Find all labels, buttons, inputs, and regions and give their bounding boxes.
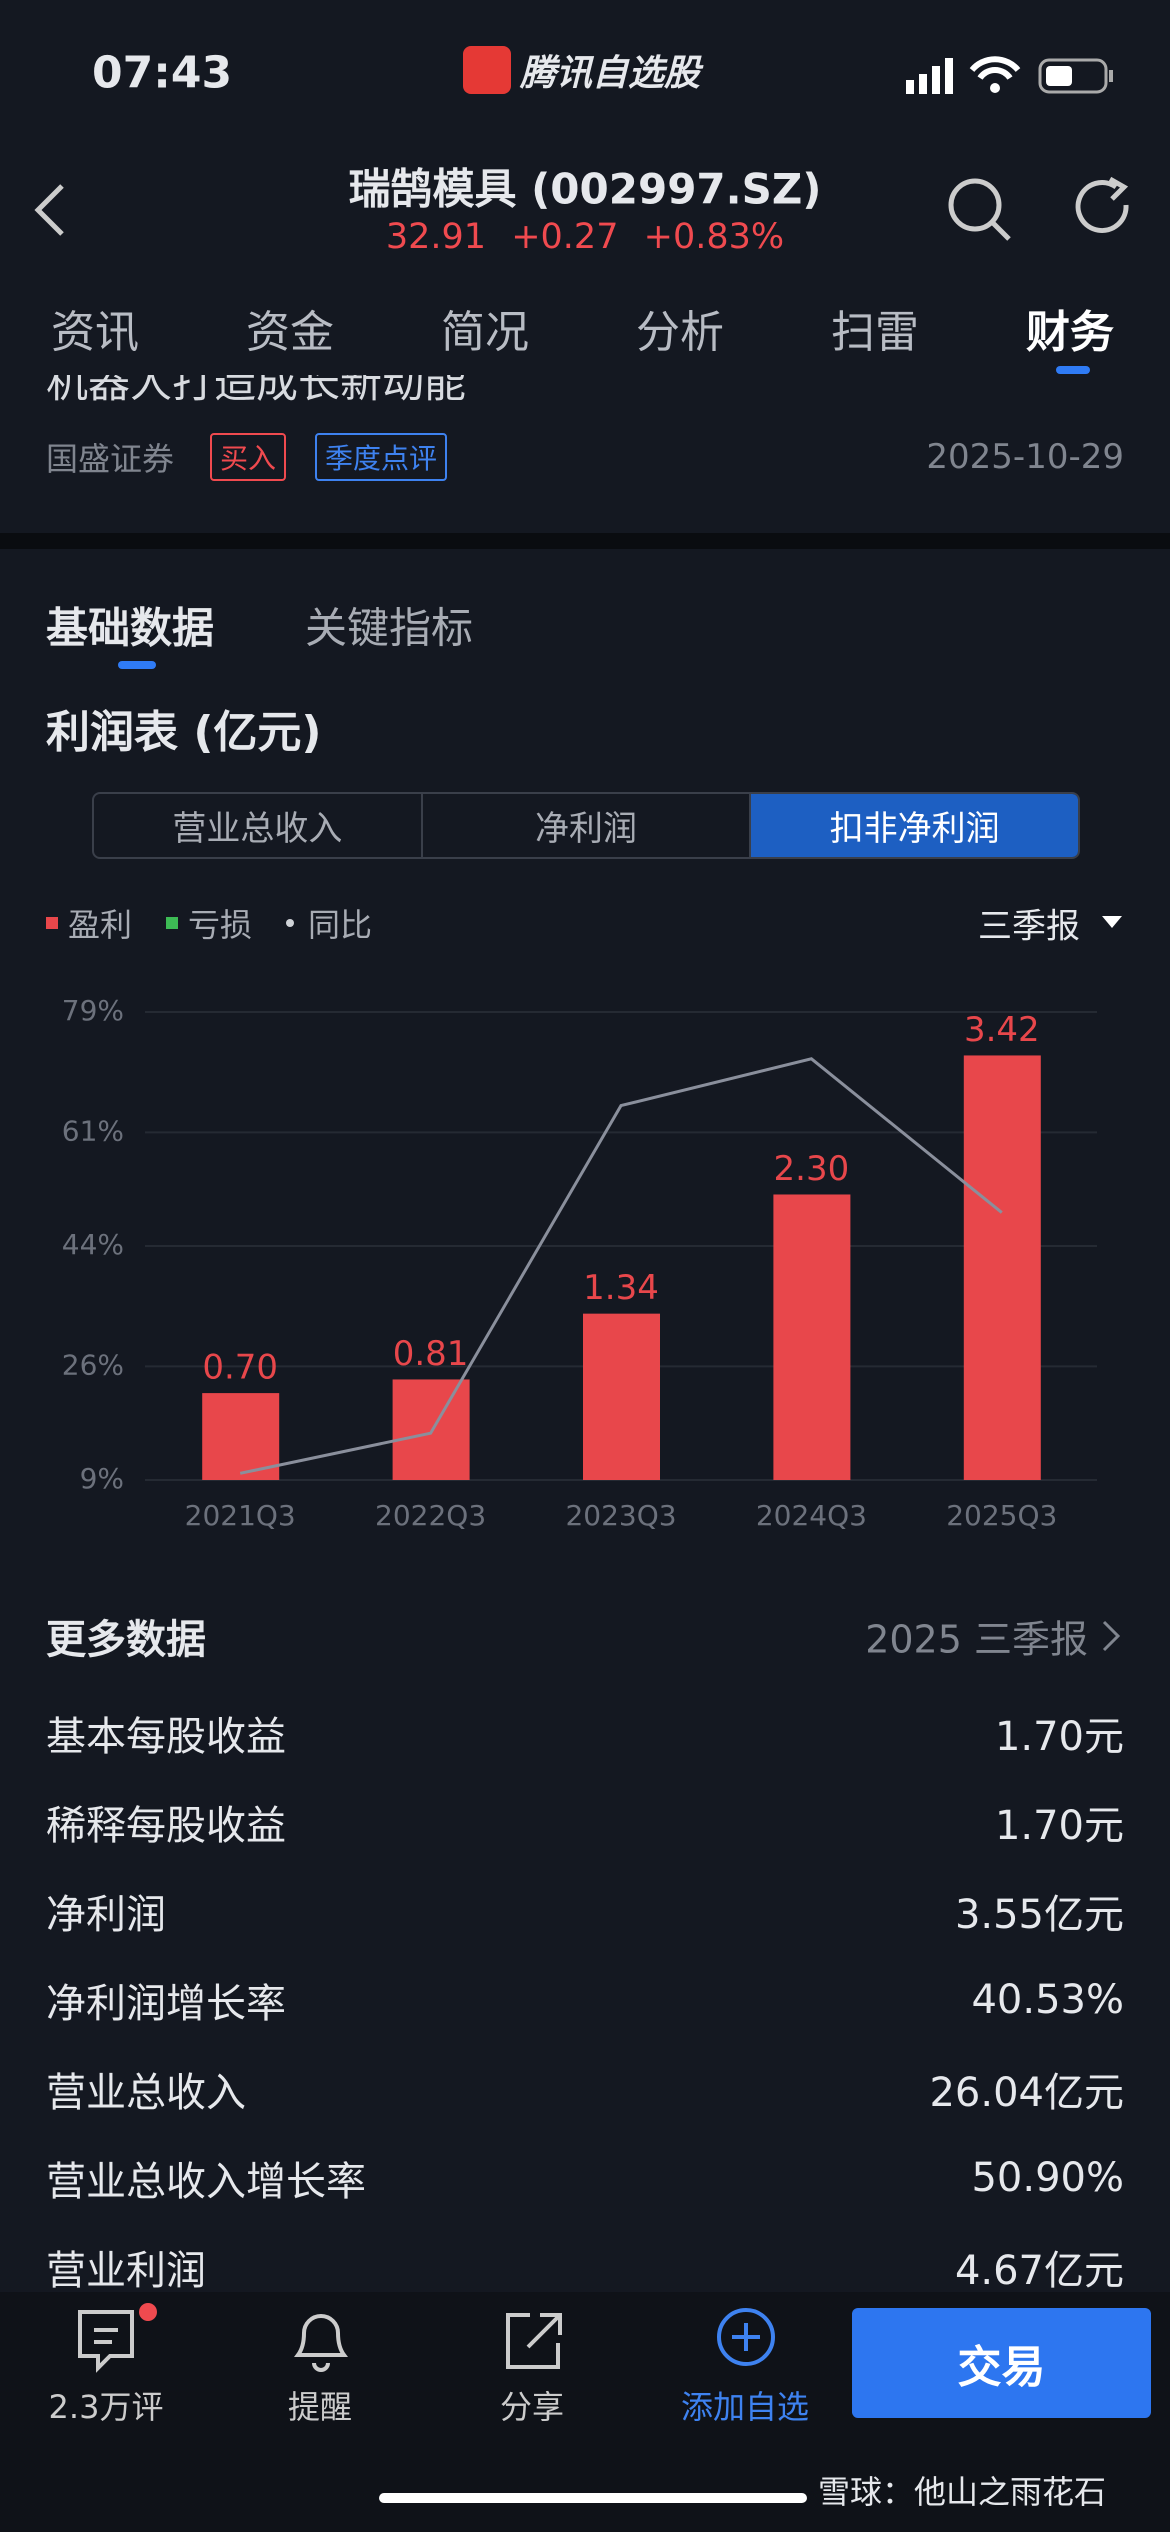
chart: 9% 26% 44% 61% 79% 2021Q3 2022Q3 2023Q3 2024Q3 20… bbox=[62, 994, 1097, 1532]
more-data-title: 更多数据 bbox=[46, 1617, 206, 1663]
row-value: 1.70元 bbox=[994, 1714, 1124, 1760]
back-button[interactable] bbox=[30, 180, 70, 240]
y-tick-label: 9% bbox=[80, 1462, 124, 1495]
sub-tab-indicator bbox=[118, 661, 156, 669]
data-label: 0.81 bbox=[393, 1334, 469, 1374]
x-tick-label: 2022Q3 bbox=[375, 1499, 486, 1532]
row-label: 基本每股收益 bbox=[46, 1714, 286, 1760]
search-button[interactable] bbox=[945, 175, 1015, 245]
watchlist[interactable]: 添加自选 bbox=[680, 2388, 810, 2426]
share-icon bbox=[506, 2313, 562, 2369]
share[interactable]: 分享 bbox=[499, 2388, 565, 2426]
chevron bbox=[1102, 1620, 1121, 1652]
sub-tab[interactable]: 基础数据 bbox=[46, 603, 215, 653]
row-value: 40.53% bbox=[971, 1977, 1124, 2023]
time: 07:43 bbox=[92, 47, 233, 99]
home-indicator bbox=[379, 2493, 807, 2503]
data-label: 2.30 bbox=[774, 1149, 850, 1189]
report-title-clip: 机器人打造成长新动能 bbox=[0, 375, 1170, 405]
data-label: 3.42 bbox=[964, 1010, 1040, 1050]
y-tick-label: 44% bbox=[62, 1228, 124, 1261]
bar bbox=[202, 1393, 280, 1480]
tab[interactable]: 扫雷 bbox=[831, 307, 919, 358]
tab[interactable]: 分析 bbox=[636, 307, 724, 358]
period-selector[interactable]: 三季报 bbox=[978, 906, 1080, 947]
segmented-control: 营业总收入 净利润 扣非净利润 bbox=[92, 792, 1080, 859]
comment-icon bbox=[78, 2303, 157, 2373]
row-value: 50.90% bbox=[971, 2155, 1124, 2201]
rating-tag: 买入 bbox=[210, 433, 287, 481]
stock-price: 32.91 +0.27 +0.83% bbox=[386, 217, 784, 257]
bell-icon bbox=[294, 2314, 348, 2372]
legend-label: 同比 bbox=[308, 906, 373, 944]
watermark: 雪球：他山之雨花石 bbox=[818, 2473, 1107, 2511]
comments[interactable]: 2.3万评 bbox=[48, 2388, 164, 2426]
legend-label: 盈利 bbox=[68, 906, 133, 944]
status-icons bbox=[906, 56, 1113, 94]
bar bbox=[583, 1313, 660, 1480]
tab[interactable]: 财务 bbox=[1026, 307, 1114, 358]
row-label: 稀释每股收益 bbox=[46, 1803, 286, 1849]
bar bbox=[773, 1194, 851, 1480]
refresh-button[interactable] bbox=[1070, 175, 1140, 245]
row-label: 营业总收入增长率 bbox=[46, 2159, 366, 2205]
legend-swatch bbox=[286, 919, 294, 927]
row-label: 营业总收入 bbox=[46, 2070, 246, 2116]
row-value: 3.55亿元 bbox=[954, 1892, 1124, 1938]
data-label: 1.34 bbox=[583, 1268, 659, 1308]
report-title: 机器人打造成长新动能 bbox=[46, 375, 467, 405]
y-tick-label: 61% bbox=[62, 1114, 124, 1147]
app-icon bbox=[463, 46, 511, 94]
bar bbox=[963, 1055, 1041, 1480]
remind[interactable]: 提醒 bbox=[287, 2388, 353, 2426]
tab[interactable]: 资金 bbox=[246, 307, 334, 358]
x-tick-label: 2025Q3 bbox=[946, 1499, 1057, 1532]
line bbox=[239, 1057, 1003, 1475]
row-value: 1.70元 bbox=[994, 1803, 1124, 1849]
change-pct: +0.83% bbox=[643, 217, 785, 257]
data-label: 0.70 bbox=[202, 1348, 278, 1388]
more-data-period[interactable]: 2025 三季报 bbox=[865, 1617, 1088, 1662]
segment[interactable]: 扣非净利润 bbox=[751, 794, 1078, 857]
sub-tab[interactable]: 关键指标 bbox=[305, 603, 474, 653]
add-icon bbox=[717, 2308, 775, 2366]
tab[interactable]: 资讯 bbox=[51, 307, 139, 358]
price: 32.91 bbox=[385, 217, 487, 257]
report-date: 2025-10-29 bbox=[926, 437, 1124, 477]
y-tick-label: 79% bbox=[62, 994, 124, 1027]
change: +0.27 bbox=[511, 217, 619, 257]
section-title: 利润表 (亿元) bbox=[46, 707, 322, 758]
app-name: 腾讯自选股 bbox=[520, 53, 701, 94]
legend-swatch bbox=[166, 917, 178, 929]
row-label: 净利润增长率 bbox=[46, 1981, 286, 2027]
dropdown-arrow bbox=[1102, 916, 1122, 928]
legend-label: 亏损 bbox=[188, 906, 253, 944]
broker: 国盛证券 bbox=[46, 440, 175, 478]
type-tag: 季度点评 bbox=[315, 433, 448, 481]
y-tick-label: 26% bbox=[62, 1348, 124, 1381]
tab[interactable]: 简况 bbox=[441, 307, 529, 358]
stock-title: 瑞鹄模具 (002997.SZ) bbox=[348, 164, 822, 214]
row-value: 26.04亿元 bbox=[929, 2070, 1124, 2116]
x-tick-label: 2023Q3 bbox=[565, 1499, 676, 1532]
x-tick-label: 2024Q3 bbox=[756, 1499, 867, 1532]
divider bbox=[0, 533, 1170, 549]
row-value: 4.67亿元 bbox=[954, 2248, 1124, 2294]
x-tick-label: 2021Q3 bbox=[185, 1499, 296, 1532]
segment[interactable]: 营业总收入 bbox=[94, 794, 423, 857]
row-label: 净利润 bbox=[46, 1892, 166, 1938]
trade-button[interactable]: 交易 bbox=[852, 2308, 1151, 2418]
segment[interactable]: 净利润 bbox=[423, 794, 752, 857]
row-label: 营业利润 bbox=[46, 2248, 206, 2294]
tab-indicator bbox=[1056, 366, 1090, 374]
legend-swatch bbox=[46, 917, 58, 929]
